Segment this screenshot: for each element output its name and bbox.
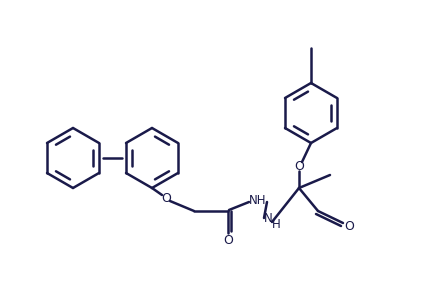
Text: O: O xyxy=(343,219,353,233)
Text: O: O xyxy=(222,233,233,246)
Text: H: H xyxy=(271,217,280,230)
Text: O: O xyxy=(161,191,170,205)
Text: NH: NH xyxy=(249,194,266,207)
Text: O: O xyxy=(294,159,303,173)
Text: N: N xyxy=(263,212,272,226)
